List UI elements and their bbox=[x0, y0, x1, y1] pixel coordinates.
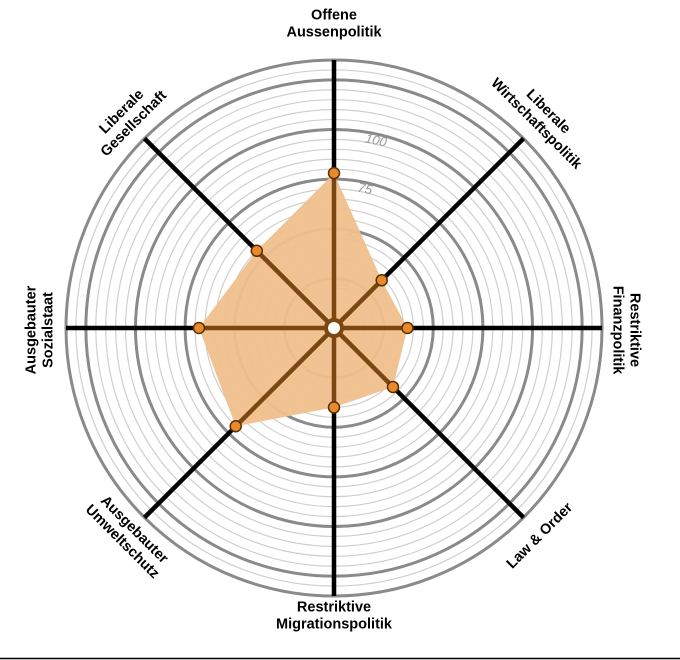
data-point bbox=[327, 401, 341, 414]
axis-spoke-inner bbox=[234, 326, 336, 428]
data-point bbox=[192, 321, 206, 335]
axis-label: Aussenpolitik bbox=[286, 24, 382, 40]
data-point bbox=[386, 380, 400, 394]
center-hub bbox=[324, 318, 344, 338]
data-points bbox=[192, 166, 414, 433]
tick-label-75: 75 bbox=[357, 180, 375, 198]
axis-label: Finanzpolitik bbox=[610, 286, 626, 376]
axis-label: Restriktive bbox=[297, 599, 371, 615]
axis-label: Migrationspolitik bbox=[276, 616, 393, 632]
data-point bbox=[229, 420, 242, 433]
axis-label-group: Ausgebauter Sozialstaat bbox=[23, 285, 56, 374]
axis-label: Offene bbox=[311, 7, 357, 23]
radar-spokes-inside-area bbox=[199, 173, 408, 428]
data-point bbox=[250, 244, 264, 258]
axis-spoke-inner bbox=[255, 249, 336, 330]
data-point bbox=[375, 274, 388, 287]
axis-spoke-inner bbox=[332, 326, 395, 389]
axis-label: Sozialstaat bbox=[40, 292, 56, 368]
axis-label: Ausgebauter bbox=[23, 285, 39, 374]
data-point bbox=[327, 166, 341, 180]
tick-label-100: 100 bbox=[364, 130, 389, 149]
axis-spoke-inner bbox=[332, 278, 384, 330]
axis-label: Restriktive bbox=[627, 293, 643, 367]
data-point bbox=[401, 321, 414, 335]
